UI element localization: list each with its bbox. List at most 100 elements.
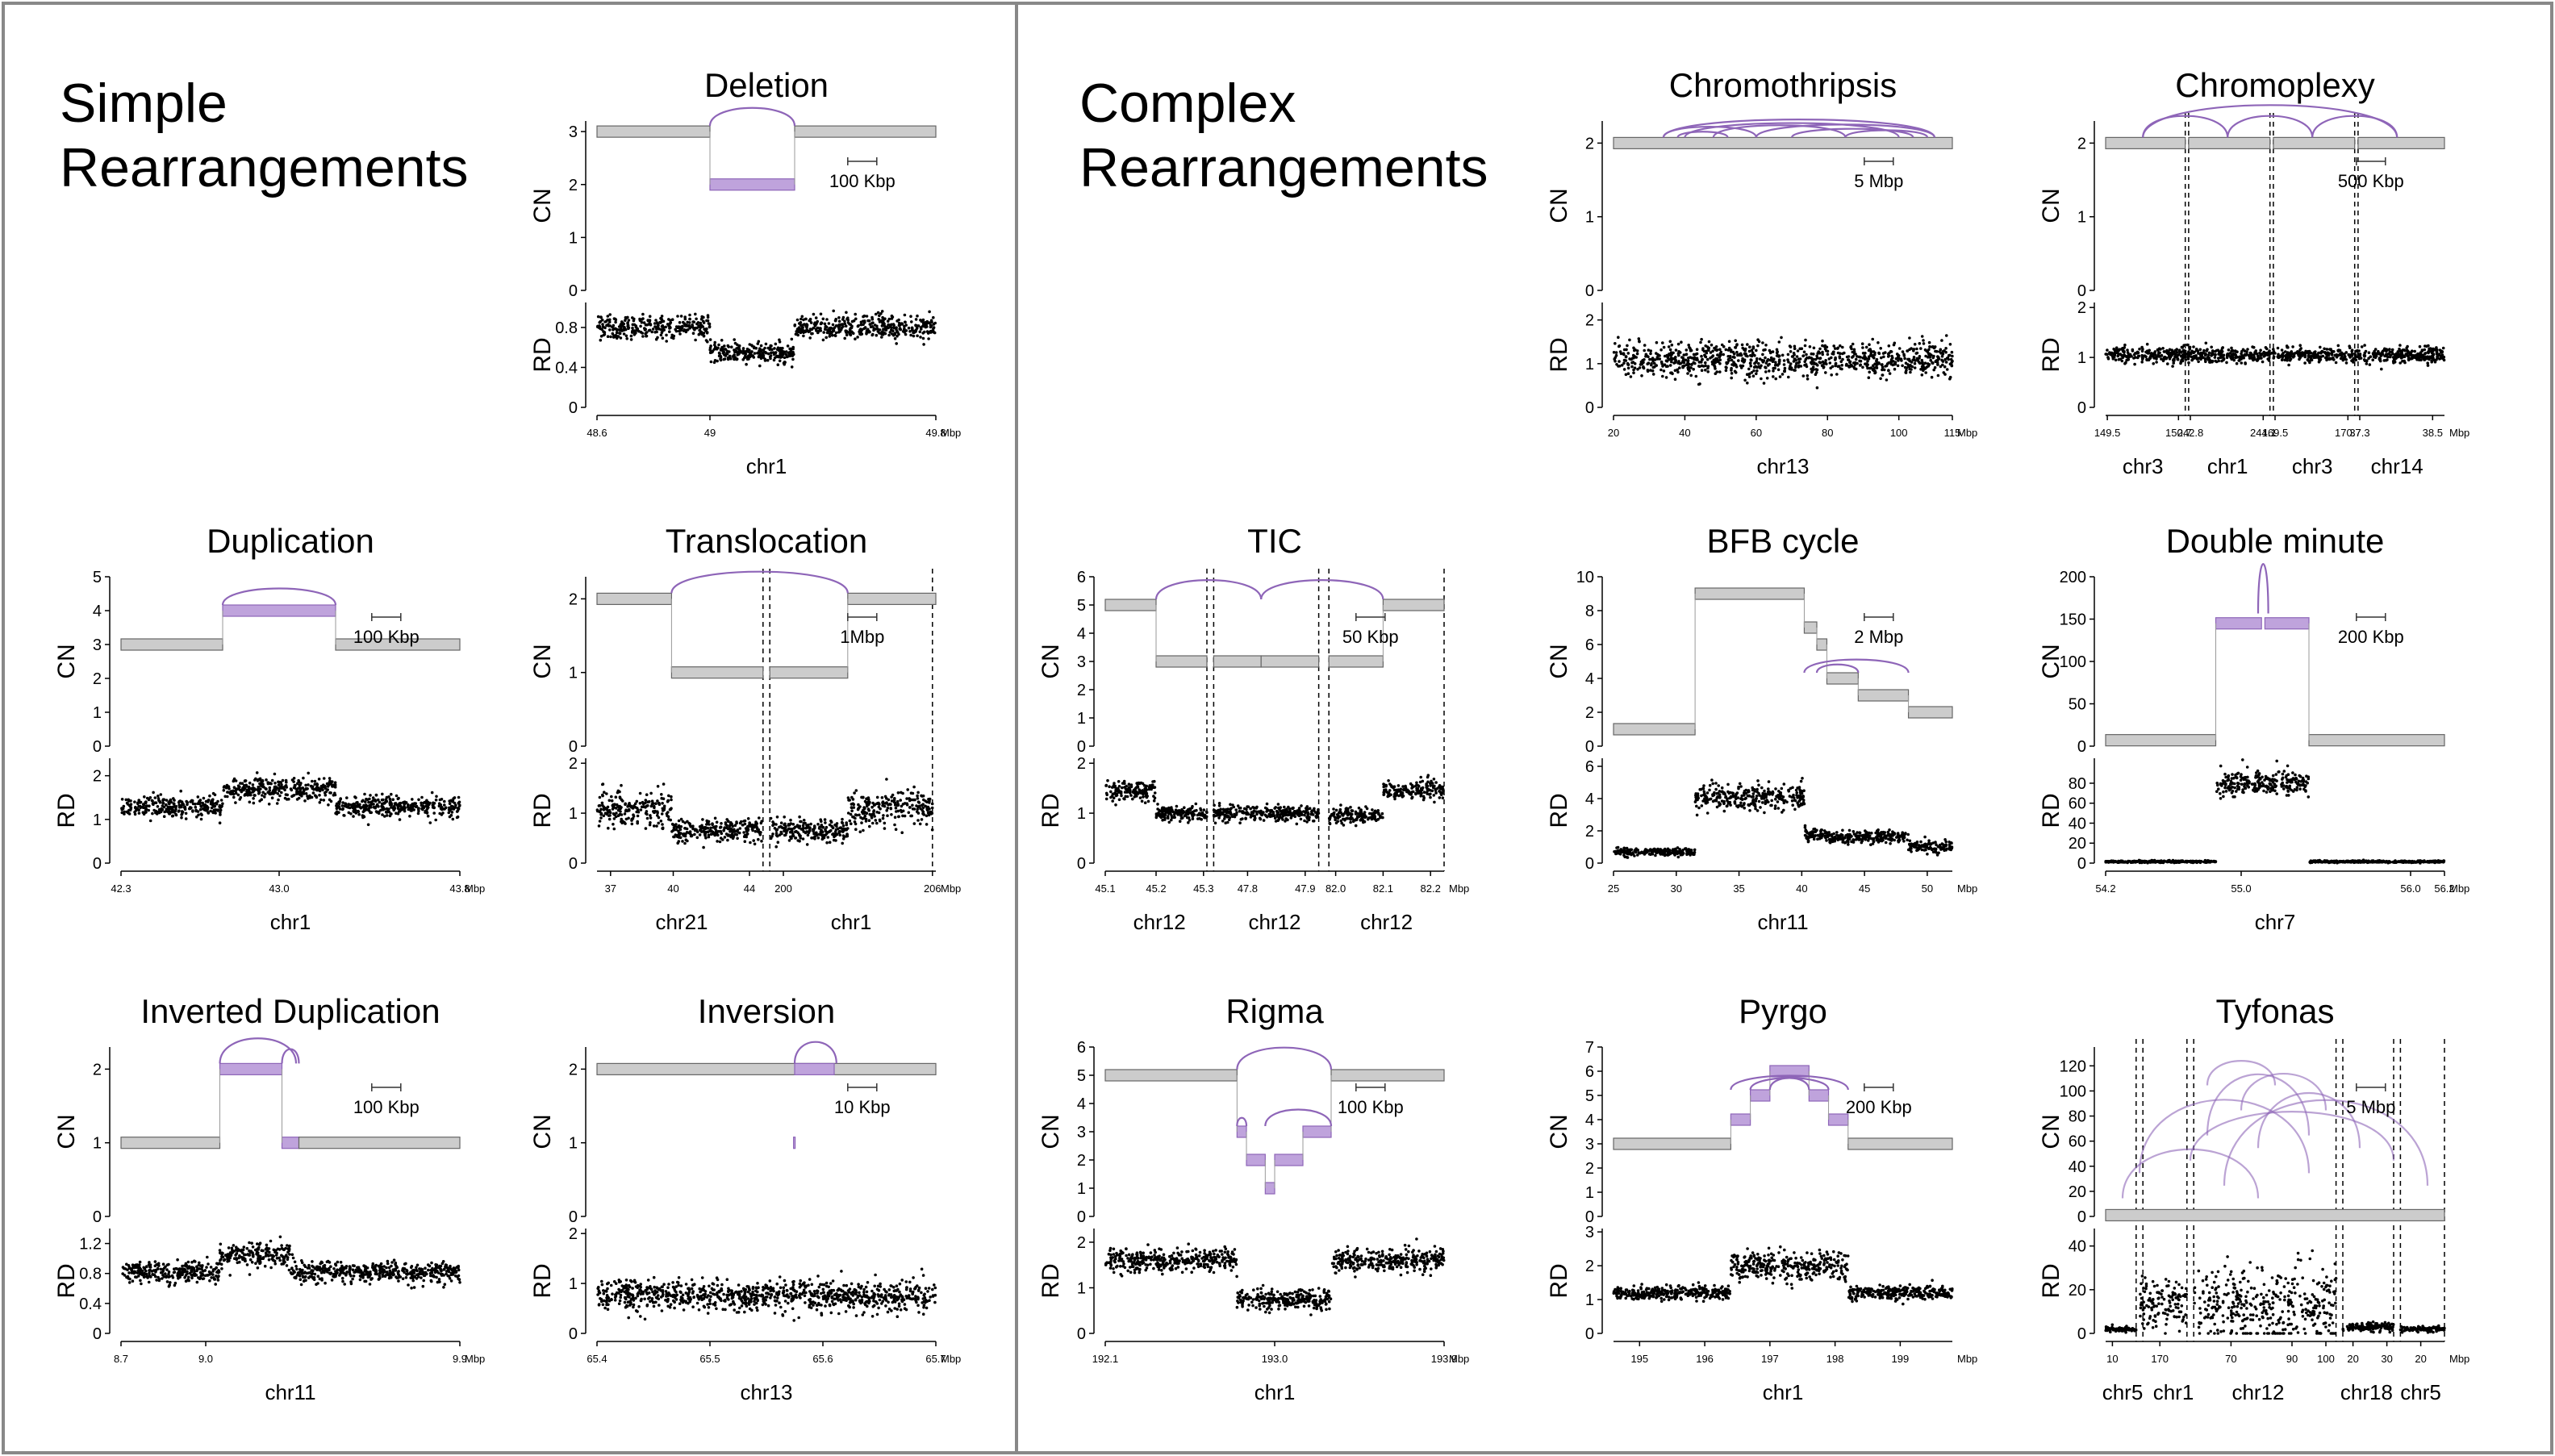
rd-point (1921, 366, 1924, 369)
rd-point (662, 797, 666, 800)
rd-point (754, 820, 758, 824)
rd-point (828, 823, 832, 827)
rd-point (1913, 361, 1917, 365)
rd-point (1750, 354, 1754, 358)
rd-point (2202, 348, 2206, 353)
cn-tick-label: 0 (1585, 282, 1594, 300)
cn-axis-label: CN (2038, 188, 2064, 223)
rd-point (1915, 357, 1919, 361)
rd-point (1647, 348, 1651, 352)
rd-point (789, 836, 793, 840)
rd-point (768, 348, 771, 352)
rd-point (608, 811, 612, 815)
rd-point (174, 804, 178, 808)
rd-point (1802, 350, 1806, 354)
rd-point (1737, 359, 1740, 362)
rd-point (886, 807, 890, 810)
rd-point (624, 334, 628, 338)
rd-point (361, 805, 365, 809)
rd-point (930, 802, 934, 806)
rd-point (921, 811, 925, 816)
rd-point (717, 829, 720, 833)
rd-point (1734, 371, 1738, 374)
rd-point (711, 822, 714, 825)
rd-point (1145, 795, 1149, 799)
cn-axis-label: CN (529, 188, 556, 223)
chart-title: Duplication (207, 522, 374, 560)
rd-point (683, 834, 687, 838)
rd-point (1885, 378, 1889, 382)
rd-point (1710, 343, 1714, 347)
rd-point (240, 782, 244, 785)
rd-point (2221, 346, 2224, 349)
rd-point (1704, 364, 1707, 368)
rd-point (318, 788, 322, 791)
rd-tick-label: 0 (569, 855, 578, 873)
rd-point (328, 780, 332, 784)
rd-point (251, 783, 255, 786)
rd-point (296, 786, 300, 791)
rd-point (733, 349, 737, 353)
rd-point (825, 841, 829, 845)
rd-point (219, 813, 222, 816)
rd-point (808, 829, 812, 832)
rd-point (1121, 786, 1124, 790)
rd-point (2357, 353, 2360, 357)
rd-point (2405, 346, 2408, 350)
rd-point (733, 828, 736, 832)
rd-point (766, 358, 770, 362)
rd-point (638, 791, 642, 795)
rd-point (695, 836, 699, 840)
rd-point (2229, 354, 2233, 358)
rd-point (1808, 345, 1812, 348)
rd-point (1626, 352, 1630, 355)
rd-point (1936, 373, 1940, 378)
rd-point (144, 806, 147, 810)
rd-point (596, 315, 600, 319)
rd-point (123, 812, 126, 816)
rd-point (222, 789, 226, 792)
rd-point (1796, 349, 1800, 353)
rd-point (152, 791, 155, 795)
rd-point (1697, 382, 1701, 386)
rd-point (139, 800, 143, 804)
rd-point (699, 830, 703, 833)
rd-point (397, 810, 401, 813)
cn-tick-label: 2 (1077, 682, 1086, 699)
rd-point (1114, 803, 1117, 807)
rd-point (340, 804, 344, 807)
rd-point (838, 833, 841, 836)
rd-point (1803, 360, 1806, 364)
rd-point (829, 820, 833, 824)
rd-point (608, 324, 612, 327)
rd-point (830, 333, 834, 337)
rd-point (1922, 339, 1925, 342)
x-tick-label: 115 (1944, 427, 1961, 439)
rd-point (601, 782, 604, 786)
rd-point (1810, 370, 1814, 374)
rd-point (687, 321, 691, 324)
rd-point (1618, 350, 1622, 353)
rd-point (1852, 361, 1856, 365)
rd-point (1809, 361, 1813, 365)
rd-point (695, 830, 699, 834)
rd-point (1718, 348, 1722, 352)
rd-point (1943, 365, 1947, 369)
rd-point (616, 335, 620, 338)
rd-point (122, 804, 126, 808)
rd-point (1792, 352, 1796, 355)
rd-point (914, 318, 918, 321)
rd-point (1653, 361, 1656, 365)
rd-point (1924, 371, 1927, 374)
rd-point (1670, 371, 1673, 375)
rd-point (828, 841, 832, 844)
rd-point (880, 324, 884, 327)
rd-point (805, 843, 809, 846)
rd-point (843, 319, 846, 323)
rd-point (658, 802, 661, 805)
rd-point (926, 808, 929, 812)
rd-point (1651, 373, 1655, 376)
rd-point (2137, 354, 2141, 358)
rd-point (1111, 799, 1114, 803)
rd-point (1815, 354, 1818, 358)
